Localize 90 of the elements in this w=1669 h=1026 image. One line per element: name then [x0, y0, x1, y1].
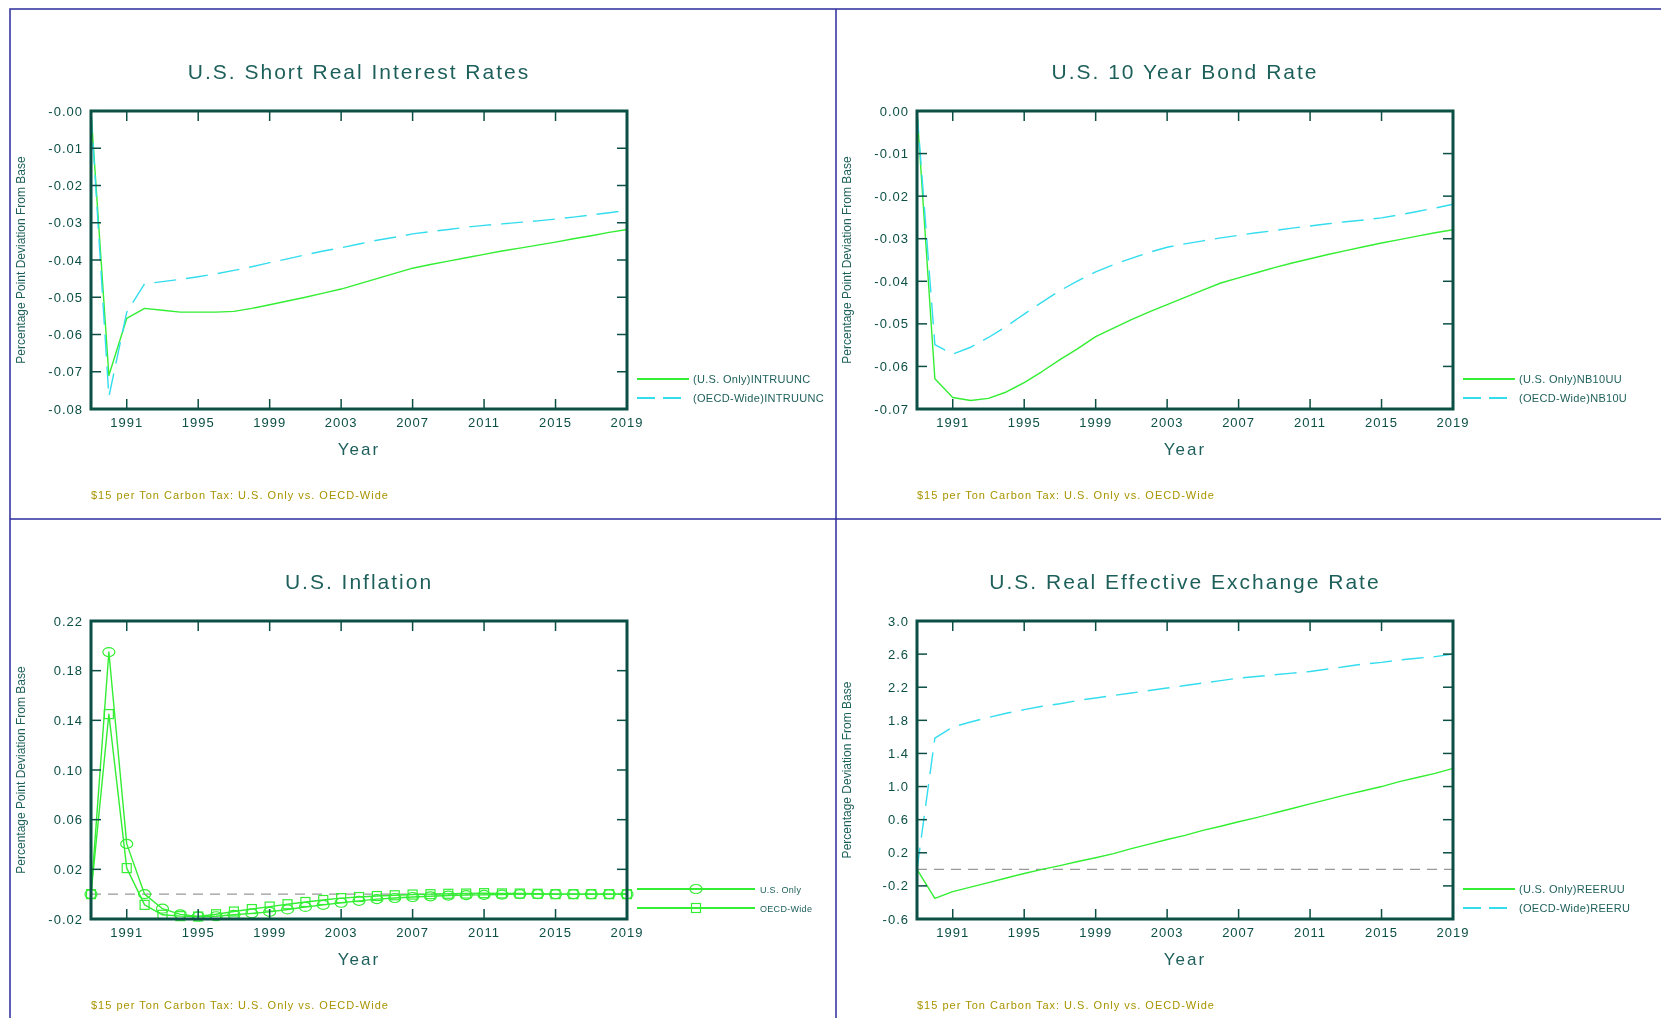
x-tick-label: 2019 — [610, 925, 644, 940]
x-tick-label: 2019 — [1436, 925, 1470, 940]
y-tick-label: 0.6 — [887, 812, 909, 828]
y-tick-label: 0.06 — [53, 812, 83, 828]
chart-title: U.S. Real Effective Exchange Rate — [989, 570, 1381, 593]
x-tick-label: 1999 — [253, 415, 287, 430]
legend-label: (U.S. Only)INTRUUNC — [693, 373, 811, 385]
legend-label: (OECD-Wide)NB10U — [1519, 392, 1628, 404]
legend-label: (U.S. Only)NB10UU — [1519, 373, 1622, 385]
text: $15 per Ton Carbon Tax: U.S. Only vs. OECD-Wide — [917, 999, 1215, 1011]
y-tick-label: 0.2 — [887, 845, 909, 861]
x-tick-label: 1999 — [253, 925, 287, 940]
text: $15 per Ton Carbon Tax: U.S. Only vs. OECD-Wide — [91, 489, 389, 501]
y-tick-label: 2.2 — [887, 679, 909, 695]
legend-label: (OECD-Wide)INTRUUNC — [693, 392, 824, 404]
x-axis-title: Year — [337, 440, 381, 459]
x-tick-label: 1991 — [936, 415, 970, 430]
y-tick-label: -0.01 — [48, 140, 83, 156]
y-tick-label: 1.0 — [887, 779, 909, 795]
y-tick-label: -0.6 — [882, 911, 909, 927]
y-tick-label: -0.08 — [48, 401, 83, 417]
x-tick-label: 1995 — [1007, 415, 1041, 430]
x-tick-label: 2015 — [539, 415, 572, 430]
x-tick-label: 2007 — [396, 415, 430, 430]
y-tick-label: 0.14 — [53, 712, 83, 728]
y-tick-label: -0.07 — [48, 364, 83, 380]
x-tick-label: 2007 — [396, 925, 430, 940]
y-tick-label: -0.04 — [48, 252, 83, 268]
text: $15 per Ton Carbon Tax: U.S. Only vs. OECD-Wide — [91, 999, 389, 1011]
y-tick-label: -0.00 — [48, 103, 83, 119]
y-axis-title: Percentage Point Deviation From Base — [14, 665, 28, 874]
x-tick-label: 2019 — [610, 415, 644, 430]
y-tick-label: -0.02 — [874, 188, 909, 204]
x-tick-label: 2003 — [324, 925, 358, 940]
x-tick-label: 2003 — [1150, 925, 1184, 940]
x-tick-label: 1991 — [110, 925, 144, 940]
x-tick-label: 2007 — [1222, 415, 1256, 430]
x-tick-label: 2015 — [1365, 415, 1398, 430]
y-tick-label: -0.2 — [882, 878, 909, 894]
x-tick-label: 1999 — [1079, 415, 1113, 430]
y-tick-label: 0.10 — [53, 762, 83, 778]
chart-title: U.S. Short Real Interest Rates — [187, 60, 531, 83]
text: $15 per Ton Carbon Tax: U.S. Only vs. OECD-Wide — [917, 489, 1215, 501]
x-axis-title: Year — [337, 950, 381, 969]
x-tick-label: 2003 — [324, 415, 358, 430]
x-tick-label: 1999 — [1079, 925, 1113, 940]
y-tick-label: 0.18 — [53, 663, 83, 679]
x-axis-title: Year — [1163, 440, 1207, 459]
legend-label: (U.S. Only)REERUU — [1519, 883, 1625, 895]
y-tick-label: -0.01 — [874, 146, 909, 162]
y-tick-label: -0.06 — [48, 327, 83, 342]
legend-label: (OECD-Wide)REERU — [1519, 902, 1631, 914]
y-axis-title: Percentage Point Deviation From Base — [14, 155, 28, 364]
text: OECD-Wide — [760, 904, 813, 914]
x-tick-label: 1995 — [181, 925, 215, 940]
chart-title: U.S. Inflation — [284, 570, 434, 593]
y-tick-label: 0.02 — [53, 861, 83, 877]
x-tick-label: 2011 — [468, 925, 501, 940]
x-tick-label: 2011 — [1294, 415, 1327, 430]
y-tick-label: -0.07 — [874, 401, 909, 417]
x-tick-label: 1991 — [936, 925, 970, 940]
y-tick-label: -0.04 — [874, 273, 909, 289]
chart-title: U.S. 10 Year Bond Rate — [1051, 60, 1319, 83]
x-tick-label: 2003 — [1150, 415, 1184, 430]
y-tick-label: 3.0 — [887, 613, 909, 629]
y-tick-label: 0.00 — [879, 103, 909, 119]
x-tick-label: 1991 — [110, 415, 144, 430]
x-tick-label: 2019 — [1436, 415, 1470, 430]
x-tick-label: 2007 — [1222, 925, 1256, 940]
y-tick-label: -0.05 — [48, 289, 83, 305]
x-tick-label: 2015 — [1365, 925, 1398, 940]
y-tick-label: -0.05 — [874, 316, 909, 332]
x-tick-label: 1995 — [181, 415, 215, 430]
x-tick-label: 1995 — [1007, 925, 1041, 940]
y-tick-label: -0.03 — [874, 231, 909, 247]
y-tick-label: 1.4 — [887, 745, 909, 761]
y-axis-title: Percentage Point Deviation From Base — [840, 155, 854, 364]
y-tick-label: -0.06 — [874, 358, 909, 374]
y-tick-label: 2.6 — [887, 646, 909, 662]
y-tick-label: 0.22 — [53, 613, 83, 629]
y-tick-label: -0.02 — [48, 178, 83, 193]
y-tick-label: -0.03 — [48, 215, 83, 231]
x-tick-label: 2015 — [539, 925, 572, 940]
y-tick-label: 1.8 — [887, 712, 909, 728]
y-axis-title: Percentage Deviation From Base — [840, 681, 854, 859]
y-tick-label: -0.02 — [48, 911, 83, 927]
x-tick-label: 2011 — [468, 415, 501, 430]
text: U.S. Only — [760, 885, 802, 895]
x-axis-title: Year — [1163, 950, 1207, 969]
x-tick-label: 2011 — [1294, 925, 1327, 940]
